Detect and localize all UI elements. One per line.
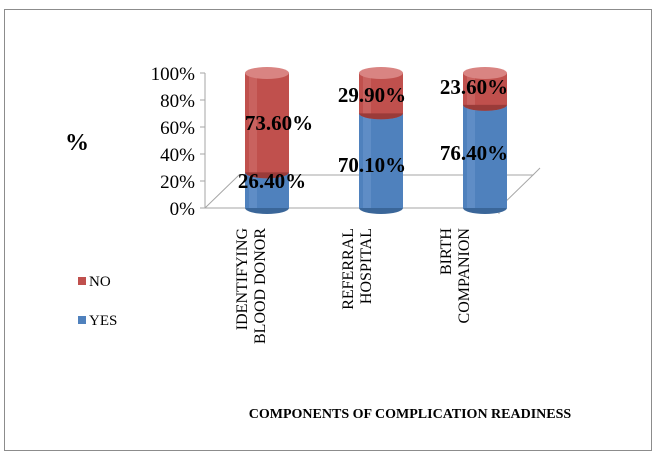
bar-no-identifying-blood-donor-top <box>245 67 289 79</box>
data-label-no-birth-companion: 23.60% <box>440 75 508 99</box>
category-label-line: COMPANION <box>456 228 473 324</box>
category-label-line: BLOOD DONOR <box>252 228 269 344</box>
bar-no-referral-hospital-top <box>359 67 403 79</box>
bars-layer <box>245 67 507 214</box>
category-label-line: HOSPITAL <box>358 228 375 304</box>
y-tick-label: 80% <box>160 91 195 112</box>
bar-no-identifying-blood-donor <box>245 67 289 179</box>
bar-no-referral-hospital-shine <box>363 73 371 114</box>
bar-no-referral-hospital-body <box>359 73 403 114</box>
legend-swatch-yes <box>78 316 86 324</box>
category-label-line: REFERRAL <box>340 228 357 310</box>
category-label-line: IDENTIFYING <box>234 228 251 331</box>
floor-edge <box>532 167 541 176</box>
data-label-no-identifying-blood-donor: 73.60% <box>245 111 313 135</box>
data-label-yes-birth-companion: 76.40% <box>440 141 508 165</box>
x-axis-label: COMPONENTS OF COMPLICATION READINESS <box>249 407 572 422</box>
category-label-birth-companion: BIRTH COMPANION <box>438 228 473 324</box>
category-label-referral-hospital: REFERRAL HOSPITAL <box>340 228 375 310</box>
data-label-no-referral-hospital: 29.90% <box>338 83 406 107</box>
legend-label-yes: YES <box>89 313 117 329</box>
y-tick-label: 100% <box>151 64 196 85</box>
y-tick-label: 20% <box>160 172 195 193</box>
bar-no-referral-hospital <box>359 67 403 120</box>
legend-label-no: NO <box>89 274 111 290</box>
data-label-yes-referral-hospital: 70.10% <box>338 153 406 177</box>
category-label-identifying-blood-donor: IDENTIFYING BLOOD DONOR <box>234 228 269 344</box>
data-label-yes-identifying-blood-donor: 26.40% <box>238 169 306 193</box>
bar-yes-identifying-blood-donor-shine <box>249 172 257 208</box>
bar-yes-referral-hospital-shine <box>363 113 371 208</box>
bar-no-identifying-blood-donor-body <box>245 73 289 173</box>
bar-yes-birth-companion-shine <box>467 104 475 208</box>
y-tick-label: 60% <box>160 118 195 139</box>
y-axis-label: % <box>65 130 89 156</box>
bar-yes-birth-companion <box>463 98 507 214</box>
bar-yes-referral-hospital-body <box>359 113 403 208</box>
labels-layer: 26.40% 73.60% 70.10% 29.90% 76.40% 23.60% IDEN… <box>234 75 508 344</box>
bar-no-identifying-blood-donor-shine <box>249 73 257 173</box>
y-tick-label: 40% <box>160 145 195 166</box>
legend: NO YES <box>78 274 117 329</box>
chart-svg: 0% 20% 40% 60% 80% 100% 26.40% 73.60% 70.10% 29.… <box>65 64 572 422</box>
category-label-line: BIRTH <box>438 228 455 275</box>
bar-no-birth-companion-top <box>463 67 507 79</box>
bar-yes-birth-companion-body <box>463 104 507 208</box>
bar-no-birth-companion <box>463 67 507 111</box>
legend-swatch-no <box>78 277 86 285</box>
bar-no-birth-companion-shine <box>467 73 475 105</box>
y-tick-label: 0% <box>170 199 196 220</box>
chart-frame: 0% 20% 40% 60% 80% 100% 26.40% 73.60% 70.10% 29.… <box>4 9 652 451</box>
